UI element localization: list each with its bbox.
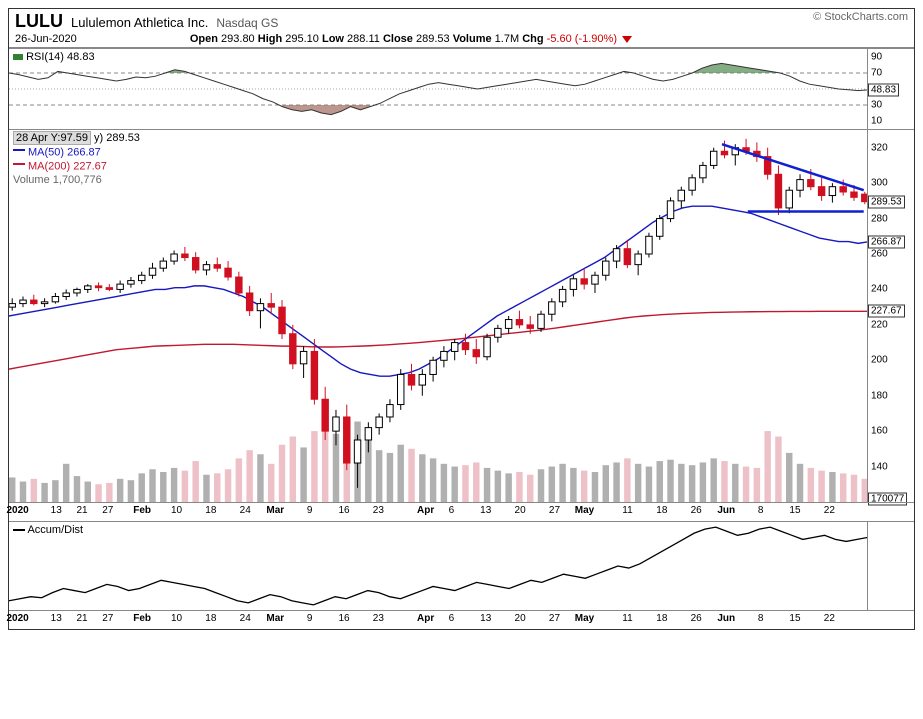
exchange-name: Nasdaq GS [216, 16, 278, 30]
close-label: Close [383, 33, 413, 45]
accum-chart [9, 522, 868, 610]
open-value: 293.80 [221, 33, 255, 45]
price-chart [9, 130, 868, 502]
time-axis-main: 2020132127Feb101824Mar91623Apr6132027May… [9, 502, 914, 521]
rsi-panel: RSI(14) 48.83 103050709048.83 [9, 48, 914, 129]
chart-header: LULU Lululemon Athletica Inc. Nasdaq GS … [9, 9, 914, 48]
price-panel: 28 Apr Y:97.59 y) 289.53 MA(50) 266.87 M… [9, 129, 914, 502]
rsi-axis: 103050709048.83 [867, 49, 914, 129]
down-arrow-icon [622, 36, 632, 43]
rsi-chart [9, 49, 868, 129]
high-value: 295.10 [285, 33, 319, 45]
chart-credit: © StockCharts.com [813, 11, 908, 23]
low-label: Low [322, 33, 344, 45]
company-name: Lululemon Athletica Inc. [71, 15, 208, 30]
chart-date: 26-Jun-2020 [15, 33, 77, 45]
open-label: Open [190, 33, 218, 45]
accum-axis [867, 522, 914, 610]
ohlc-summary: 26-Jun-2020 Open 293.80 High 295.10 Low … [15, 33, 908, 45]
time-axis-lower: 2020132127Feb101824Mar91623Apr6132027May… [9, 610, 914, 629]
chg-value: -5.60 (-1.90%) [547, 33, 617, 45]
ticker-symbol: LULU [15, 11, 63, 32]
low-value: 288.11 [347, 33, 380, 45]
price-axis: 140160180200220240260280300320289.53266.… [867, 130, 914, 502]
close-value: 289.53 [416, 33, 450, 45]
high-label: High [258, 33, 282, 45]
stock-chart: LULU Lululemon Athletica Inc. Nasdaq GS … [8, 8, 915, 630]
accum-panel: Accum/Dist [9, 521, 914, 610]
chg-label: Chg [522, 33, 543, 45]
volume-label: Volume [453, 33, 492, 45]
volume-value: 1.7M [495, 33, 519, 45]
